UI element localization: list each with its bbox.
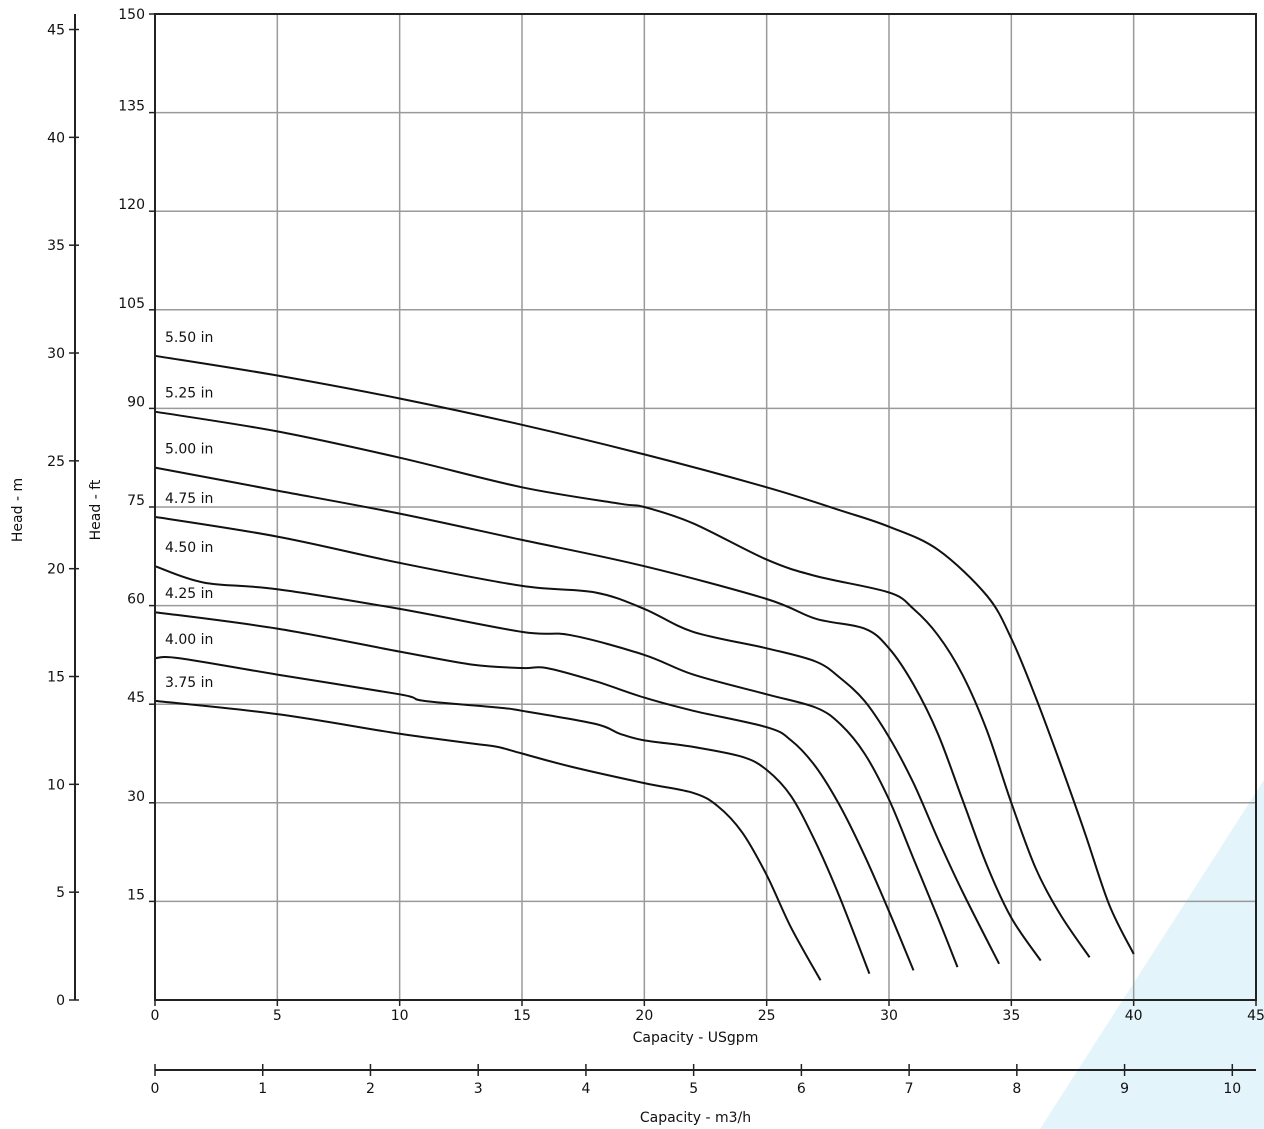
curve-label: 5.50 in (165, 330, 213, 346)
curve-label: 4.50 in (165, 540, 213, 556)
x-axis-title: Capacity - USgpm (633, 1030, 759, 1046)
x-tick-label: 0 (151, 1008, 160, 1024)
secondary-y-tick-label: 0 (56, 993, 65, 1009)
curve-500in (154, 466, 1042, 962)
x-tick-label: 10 (391, 1008, 409, 1024)
y-axis-ticks: 150 135 120 105 90 75 60 45 30 15 (118, 7, 155, 903)
x-tick-label: 25 (758, 1008, 776, 1024)
secondary-x-tick-label: 0 (151, 1081, 160, 1097)
curve-label: 5.00 in (165, 442, 213, 458)
curve-550in (154, 354, 1135, 955)
curve-label: 3.75 in (165, 675, 213, 691)
y-axis-title: Head - ft (88, 479, 104, 540)
curve-label: 4.25 in (165, 586, 213, 602)
y-tick-label: 135 (118, 99, 145, 115)
curve-label: 4.75 in (165, 491, 213, 507)
secondary-x-tick-label: 10 (1223, 1081, 1241, 1097)
curve-label: 4.00 in (165, 632, 213, 648)
secondary-y-tick-label: 30 (47, 346, 65, 362)
secondary-x-tick-label: 7 (905, 1081, 914, 1097)
y-tick-label: 30 (127, 789, 145, 805)
secondary-y-tick-label: 10 (47, 777, 65, 793)
y-tick-label: 45 (127, 690, 145, 706)
x-tick-label: 30 (880, 1008, 898, 1024)
curve-475in (154, 515, 1000, 965)
secondary-x-tick-label: 5 (689, 1081, 698, 1097)
secondary-y-tick-label: 5 (56, 885, 65, 901)
x-tick-label: 45 (1247, 1008, 1264, 1024)
y-tick-label: 75 (127, 493, 145, 509)
secondary-x-axis-title: Capacity - m3/h (640, 1110, 751, 1126)
secondary-y-tick-label: 20 (47, 562, 65, 578)
curves (154, 354, 1135, 981)
secondary-x-tick-label: 3 (474, 1081, 483, 1097)
secondary-y-tick-label: 40 (47, 130, 65, 146)
curve-525in (154, 410, 1091, 958)
gridlines (155, 14, 1256, 1000)
x-tick-label: 15 (513, 1008, 531, 1024)
x-tick-label: 40 (1125, 1008, 1143, 1024)
secondary-y-tick-label: 45 (47, 23, 65, 39)
curve-425in (154, 611, 915, 971)
y-tick-label: 90 (127, 394, 145, 410)
y-tick-label: 15 (127, 887, 145, 903)
secondary-y-tick-label: 15 (47, 670, 65, 686)
x-tick-label: 35 (1002, 1008, 1020, 1024)
curve-400in (154, 655, 871, 975)
x-tick-label: 5 (273, 1008, 282, 1024)
y-tick-label: 120 (118, 197, 145, 213)
x-tick-label: 20 (635, 1008, 653, 1024)
curve-450in (154, 565, 959, 968)
secondary-x-axis: 0 1 2 3 4 5 6 7 8 9 10 (151, 1064, 1256, 1097)
x-axis-ticks: 0 5 10 15 20 25 30 35 40 45 (151, 1000, 1264, 1024)
curve-375in (154, 699, 822, 981)
secondary-x-tick-label: 9 (1120, 1081, 1129, 1097)
secondary-y-tick-label: 35 (47, 238, 65, 254)
secondary-x-tick-label: 8 (1012, 1081, 1021, 1097)
y-tick-label: 60 (127, 592, 145, 608)
secondary-x-tick-label: 1 (258, 1081, 267, 1097)
curve-label: 5.25 in (165, 386, 213, 402)
secondary-x-tick-label: 2 (366, 1081, 375, 1097)
secondary-x-tick-label: 6 (797, 1081, 806, 1097)
y-tick-label: 105 (118, 296, 145, 312)
y-tick-label: 150 (118, 7, 145, 23)
decorative-background-band (1040, 780, 1264, 1129)
secondary-y-axis: 45 40 35 30 25 20 15 10 5 0 (47, 14, 79, 1009)
curve-labels: 5.50 in 5.25 in 5.00 in 4.75 in 4.50 in 4.25 … (165, 330, 213, 691)
secondary-y-axis-title: Head - m (10, 478, 26, 542)
secondary-x-tick-label: 4 (581, 1081, 590, 1097)
secondary-y-tick-label: 25 (47, 454, 65, 470)
